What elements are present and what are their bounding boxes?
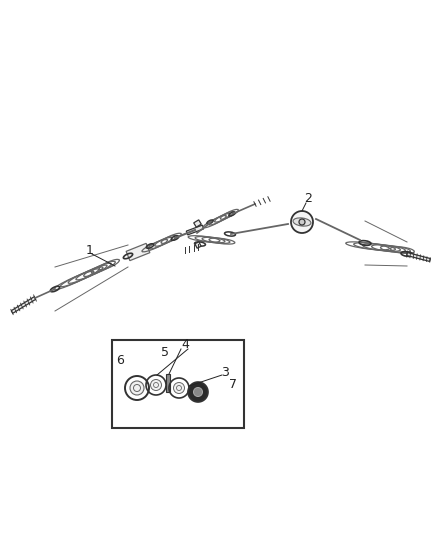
Polygon shape — [194, 220, 201, 227]
Text: 4: 4 — [181, 338, 189, 351]
Text: 5: 5 — [161, 345, 169, 359]
Text: 7: 7 — [229, 377, 237, 391]
Ellipse shape — [194, 387, 202, 397]
Polygon shape — [186, 225, 204, 235]
Text: 3: 3 — [221, 366, 229, 378]
Polygon shape — [195, 242, 201, 248]
Ellipse shape — [188, 382, 208, 402]
Ellipse shape — [293, 218, 311, 226]
Ellipse shape — [299, 219, 305, 225]
Bar — [166, 374, 170, 392]
Ellipse shape — [291, 211, 313, 233]
Ellipse shape — [130, 381, 144, 395]
Text: 6: 6 — [116, 353, 124, 367]
Polygon shape — [126, 244, 150, 261]
Text: 1: 1 — [86, 244, 94, 256]
Text: 2: 2 — [304, 191, 312, 205]
Polygon shape — [406, 253, 431, 262]
Polygon shape — [11, 297, 36, 313]
Ellipse shape — [151, 379, 162, 391]
Bar — [112, 340, 244, 428]
Ellipse shape — [173, 383, 184, 393]
